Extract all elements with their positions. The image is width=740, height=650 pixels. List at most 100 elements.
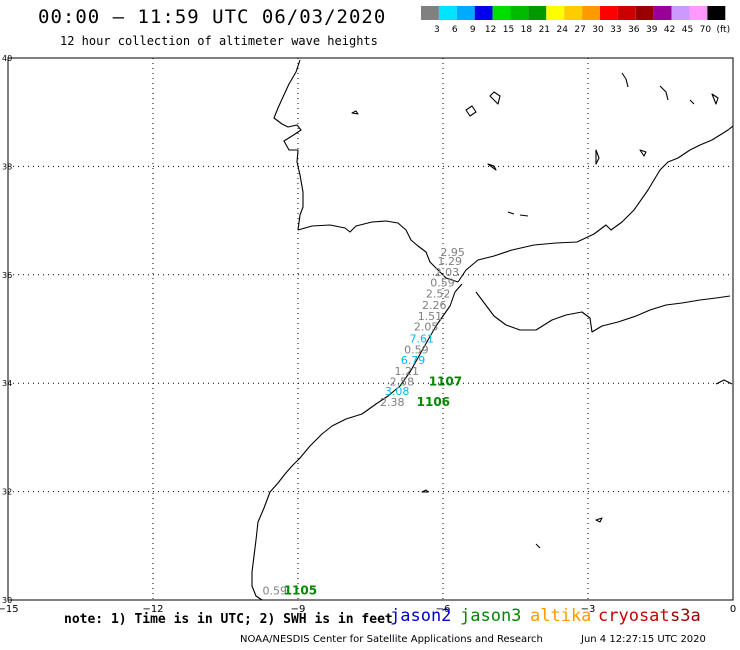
- color-swatch: [474, 6, 493, 20]
- color-scale-label: 33: [610, 25, 621, 35]
- track-id-label: 1105: [284, 584, 317, 598]
- island: [535, 543, 541, 549]
- island: [689, 99, 695, 105]
- color-scale-label: 12: [485, 25, 496, 35]
- altimeter-track: 2.951.292.030.592.522.261.512.057.610.59…: [263, 246, 465, 598]
- legend-item-jason3: jason3: [460, 606, 522, 626]
- color-scale-label: 39: [646, 25, 658, 35]
- x-tick-label: 0: [730, 604, 736, 615]
- y-tick-label: 36: [2, 271, 12, 280]
- wave-height-value: 0.59: [263, 585, 288, 598]
- island: [489, 91, 501, 105]
- x-tick-label: −6: [436, 604, 451, 615]
- color-swatch: [421, 6, 439, 20]
- map-frame: [7, 57, 734, 601]
- timestamp: Jun 4 12:27:15 UTC 2020: [581, 634, 706, 645]
- wave-height-value: 7.61: [409, 333, 434, 346]
- color-swatch: [689, 6, 708, 20]
- wave-height-value: 2.38: [380, 396, 405, 409]
- coast-spain-south: [297, 220, 459, 283]
- page-subtitle: 12 hour collection of altimeter wave hei…: [60, 34, 378, 48]
- color-swatch: [617, 6, 636, 20]
- color-scale-label: 45: [682, 25, 693, 35]
- island: [465, 105, 477, 117]
- color-swatch: [653, 6, 672, 20]
- coast-morocco: [251, 283, 463, 601]
- island: [595, 149, 600, 165]
- color-scale-label: 6: [452, 25, 458, 35]
- color-swatch: [438, 6, 457, 20]
- island: [507, 211, 515, 215]
- wave-height-value: 6.79: [401, 354, 426, 367]
- color-swatch: [492, 6, 511, 20]
- color-scale-label: 27: [574, 25, 585, 35]
- coastline: [251, 59, 734, 601]
- y-tick-label: 38: [2, 162, 12, 171]
- x-tick-label: −9: [291, 604, 306, 615]
- graticule: [8, 58, 733, 600]
- wave-height-value: 2.26: [422, 299, 447, 312]
- y-tick-label: 32: [2, 488, 12, 497]
- wave-height-value: 3.08: [385, 385, 410, 398]
- wave-height-value: 1.21: [395, 365, 420, 378]
- wave-height-value: 2.95: [440, 246, 465, 259]
- color-scale-label: 15: [503, 25, 514, 35]
- x-tick-label: −3: [581, 604, 596, 615]
- wave-height-value: 1.51: [418, 310, 443, 323]
- color-swatch: [600, 6, 618, 20]
- coast-portugal: [273, 59, 304, 231]
- legend-item-s3a: s3a: [670, 606, 701, 626]
- x-tick-label: −12: [142, 604, 163, 615]
- wave-height-value: 2.58: [390, 375, 415, 388]
- legend-item-cryosat: cryosat: [598, 606, 670, 626]
- color-swatch: [510, 6, 529, 20]
- axis-labels: −15 −12 −9 −6 −3 0 40 38 36 34 32 30: [0, 54, 736, 615]
- color-swatch: [456, 6, 475, 20]
- color-scale-label: 3: [434, 25, 440, 35]
- color-scale-label: 30: [592, 25, 604, 35]
- y-tick-label: 34: [2, 379, 12, 388]
- x-tick-label: −15: [0, 604, 19, 615]
- color-scale-label: 42: [664, 25, 675, 35]
- color-scale-label: 70: [700, 25, 712, 35]
- wave-height-value: 2.05: [414, 321, 439, 334]
- wave-height-value: 0.59: [404, 343, 429, 356]
- legend-item-jason2: jason2: [390, 606, 452, 626]
- island: [421, 489, 429, 493]
- island: [715, 379, 733, 385]
- color-swatch: [707, 6, 726, 20]
- color-swatch: [564, 6, 583, 20]
- island: [487, 163, 497, 171]
- wave-height-value: 2.52: [426, 288, 451, 301]
- legend-item-altika: altika: [530, 606, 592, 626]
- color-scale-label: (ft): [717, 25, 731, 35]
- wave-height-value: 1.29: [438, 255, 463, 268]
- color-swatch: [635, 6, 654, 20]
- color-swatch: [528, 6, 547, 20]
- color-swatch: [546, 6, 565, 20]
- coast-north-africa: [475, 291, 731, 333]
- island: [639, 149, 647, 157]
- y-tick-label: 30: [2, 596, 12, 605]
- color-scale-label: 21: [539, 25, 550, 35]
- island: [621, 72, 629, 88]
- color-swatch: [671, 6, 690, 20]
- track-id-label: 1107: [429, 374, 462, 388]
- island: [659, 85, 669, 101]
- credit-text: NOAA/NESDIS Center for Satellite Applica…: [240, 634, 543, 645]
- wave-height-value: 0.59: [430, 277, 455, 290]
- island: [519, 214, 529, 217]
- island: [711, 93, 719, 105]
- island: [595, 517, 603, 523]
- island: [351, 110, 359, 115]
- track-id-label: 1106: [417, 395, 450, 409]
- color-scale-bar: 3 6 9 12 15 18 21 24 27 30 33 36 39 42 45 70 (ft): [421, 6, 731, 35]
- color-scale-label: 9: [470, 25, 476, 35]
- color-scale-label: 36: [628, 25, 640, 35]
- footer-note: note: 1) Time is in UTC; 2) SWH is in fe…: [64, 612, 393, 627]
- color-scale-label: 24: [556, 25, 568, 35]
- color-scale-label: 18: [521, 25, 533, 35]
- page-title: 00:00 – 11:59 UTC 06/03/2020: [38, 6, 387, 28]
- wave-height-value: 2.03: [435, 266, 460, 279]
